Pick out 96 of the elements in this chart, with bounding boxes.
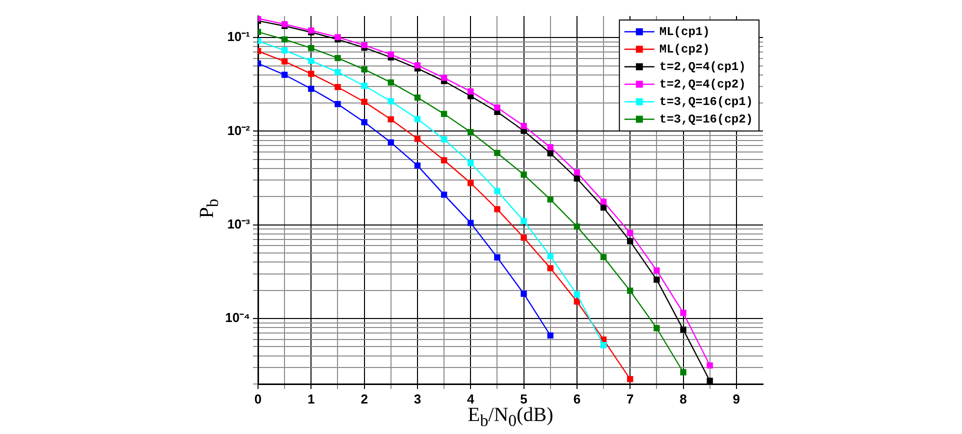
point xyxy=(547,332,554,339)
point xyxy=(414,94,421,101)
point xyxy=(600,204,607,211)
point xyxy=(547,144,554,150)
point xyxy=(308,70,314,77)
x-tick-label: 0 xyxy=(254,391,262,406)
point xyxy=(547,265,554,272)
point xyxy=(494,104,500,111)
point xyxy=(680,310,686,316)
point xyxy=(282,58,288,65)
point xyxy=(627,288,634,294)
point xyxy=(414,162,421,169)
x-tick-label: 3 xyxy=(414,391,422,406)
y-tick-label: 10⁻³ xyxy=(227,216,251,232)
point xyxy=(494,188,500,194)
point xyxy=(627,238,634,244)
point xyxy=(282,36,288,43)
point xyxy=(680,369,686,376)
point xyxy=(334,55,341,62)
point xyxy=(468,128,474,136)
point xyxy=(468,160,474,166)
point xyxy=(494,254,500,260)
point xyxy=(388,51,394,58)
x-tick-label: 6 xyxy=(573,391,581,406)
point xyxy=(468,180,474,186)
point xyxy=(440,136,448,142)
point xyxy=(627,230,634,236)
point xyxy=(440,157,448,164)
point xyxy=(308,45,314,52)
point xyxy=(468,220,474,226)
point xyxy=(282,47,288,54)
point xyxy=(520,122,527,129)
point xyxy=(494,206,500,212)
point xyxy=(361,66,368,73)
point xyxy=(334,101,341,108)
x-axis-title: E$_{b}$/N$_{0}$(dB) xyxy=(468,404,554,430)
point xyxy=(440,74,448,81)
x-tick-label: 9 xyxy=(732,391,740,406)
x-tick-label: 8 xyxy=(680,391,687,406)
point xyxy=(547,150,554,156)
legend-label: t=3,Q=16(cp1) xyxy=(659,94,754,109)
point xyxy=(361,98,368,105)
point xyxy=(334,84,341,90)
x-tick-label: 5 xyxy=(520,391,528,406)
point xyxy=(440,192,448,198)
point xyxy=(654,325,660,332)
point xyxy=(547,252,554,260)
point xyxy=(600,198,607,205)
point xyxy=(468,88,474,95)
point xyxy=(574,291,580,298)
point xyxy=(654,267,660,274)
point xyxy=(520,234,527,241)
legend-label: t=3,Q=16(cp2) xyxy=(659,112,754,126)
point xyxy=(600,342,607,348)
point xyxy=(388,139,394,146)
y-tick-label: 10⁻¹ xyxy=(227,29,250,44)
point xyxy=(388,79,394,86)
y-tick-label: 10⁻⁴ xyxy=(225,310,250,326)
point xyxy=(600,254,607,260)
point xyxy=(388,98,394,104)
x-tick-label: 1 xyxy=(308,391,315,406)
point xyxy=(520,218,527,224)
point xyxy=(361,42,368,48)
point xyxy=(388,116,394,122)
point xyxy=(334,69,341,76)
legend-label: t=2,Q=4(cp1) xyxy=(659,60,746,74)
point xyxy=(574,298,580,305)
point xyxy=(414,116,421,122)
point xyxy=(520,172,527,178)
point xyxy=(494,150,500,156)
point xyxy=(308,58,314,64)
y-tick-label: 10⁻² xyxy=(227,122,251,138)
point xyxy=(706,378,713,384)
legend-label: ML(cp1) xyxy=(659,24,710,39)
x-tick-label: 4 xyxy=(467,391,476,406)
point xyxy=(574,223,580,230)
point xyxy=(654,276,660,283)
point xyxy=(308,86,314,92)
point xyxy=(680,326,686,333)
x-tick-label: 7 xyxy=(626,391,634,406)
point xyxy=(574,176,580,182)
legend-label: t=2,Q=4(cp2) xyxy=(659,77,746,92)
x-tick-label: 2 xyxy=(360,391,368,406)
point xyxy=(520,290,527,297)
point xyxy=(361,119,368,126)
legend-label: ML(cp2) xyxy=(659,42,710,56)
point xyxy=(414,136,421,142)
point xyxy=(627,376,634,382)
point xyxy=(282,72,288,78)
point xyxy=(574,169,580,176)
point xyxy=(547,196,554,203)
point xyxy=(440,110,448,118)
point xyxy=(414,62,421,68)
point xyxy=(706,362,713,368)
point xyxy=(361,82,368,89)
point xyxy=(334,34,341,40)
